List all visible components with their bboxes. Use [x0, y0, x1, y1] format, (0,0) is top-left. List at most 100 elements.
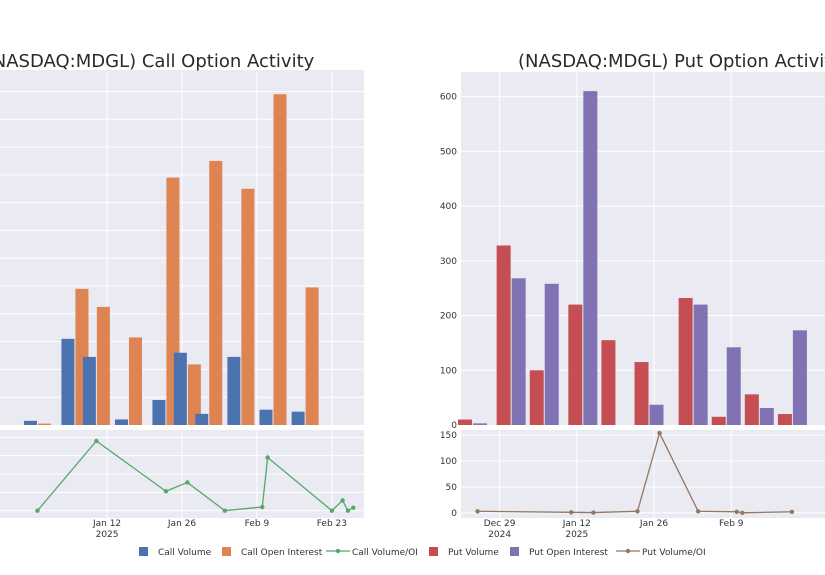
call-volume-bar: [227, 356, 241, 425]
call-x-ticks: Jan 12 2025 Jan 26 Feb 9 Feb 23: [92, 519, 347, 540]
put-line-y-tick-label: 50: [446, 483, 458, 493]
put-y-tick-label: 300: [440, 257, 457, 267]
put-open-interest-bar: [726, 347, 741, 425]
call-volume-oi-line: [35, 438, 356, 513]
call-volume-oi-point: [185, 480, 190, 485]
legend-label: Put Volume/OI: [642, 548, 706, 558]
call-open-interest-bar: [187, 364, 201, 425]
call-volume-bar: [259, 409, 273, 425]
call-volume-oi-point: [35, 508, 40, 513]
call-chart: Jan 12 2025 Jan 26 Feb 9 Feb 23 (NASDAQ:MDGL…: [0, 51, 364, 540]
call-open-interest-bar: [209, 160, 223, 425]
put-bars: [458, 91, 807, 426]
call-volume-bar: [173, 352, 187, 425]
call-open-interest-bar: [37, 423, 51, 425]
put-open-interest-bar: [792, 330, 807, 425]
put-open-interest-bar: [473, 423, 488, 425]
put-open-interest-bar: [759, 408, 774, 425]
put-y-tick-label: 100: [440, 366, 457, 376]
put-volume-bar: [568, 304, 583, 425]
put-volume-bar: [529, 370, 544, 425]
put-volume-oi-point: [475, 509, 480, 514]
put-open-interest-bar: [544, 283, 559, 425]
put-x-tick-label: Jan 26: [639, 519, 668, 529]
put-bar-y-ticks: 0 100 200 300 400 500 600: [440, 93, 457, 431]
put-chart: 0 100 200 300 400 500 600 0 50 100 150 Dec 29 2024…: [440, 51, 825, 540]
call-volume-oi-point: [329, 508, 335, 513]
call-volume-bar: [61, 338, 75, 425]
put-line-y-tick-label: 0: [451, 509, 457, 519]
put-line-y-tick-label: 150: [440, 431, 457, 441]
put-x-tick-label: Dec 29 2024: [484, 519, 516, 540]
call-volume-bar: [291, 411, 305, 425]
call-open-interest-bar: [241, 188, 255, 425]
put-chart-title: (NASDAQ:MDGL) Put Option Activity: [518, 51, 825, 72]
call-x-tick-label: Feb 9: [245, 519, 270, 529]
legend-marker: [625, 548, 631, 554]
put-y-tick-label: 500: [440, 147, 457, 157]
put-volume-bar: [496, 245, 511, 425]
legend-label: Call Volume: [158, 548, 212, 558]
legend-swatch: [222, 547, 231, 556]
legend-marker: [335, 548, 341, 554]
put-x-tick-label: Feb 9: [719, 519, 744, 529]
call-volume-bar: [23, 420, 37, 425]
put-volume-bar: [678, 298, 693, 425]
legend: Call Volume Call Open Interest Call Volume…: [139, 547, 706, 558]
put-volume-oi-point: [789, 509, 795, 514]
call-open-interest-bar: [305, 287, 319, 425]
put-y-tick-label: 400: [440, 202, 457, 212]
put-volume-oi-point: [591, 510, 596, 515]
legend-swatch: [510, 547, 519, 556]
put-volume-bar: [634, 362, 649, 425]
call-volume-oi-point: [265, 455, 270, 460]
legend-label: Call Open Interest: [241, 548, 323, 558]
put-volume-oi-point: [635, 509, 640, 514]
call-volume-bar: [114, 419, 128, 425]
call-x-tick-label: Jan 26: [167, 519, 196, 529]
put-volume-bar: [777, 414, 792, 425]
call-volume-oi-point: [163, 489, 169, 494]
call-line-gridlines: [0, 430, 364, 518]
call-open-interest-bar: [128, 337, 142, 425]
put-volume-bar: [601, 340, 616, 425]
call-volume-oi-point: [222, 508, 228, 513]
put-volume-oi-line: [475, 430, 795, 516]
put-line-y-tick-label: 100: [440, 457, 457, 467]
put-volume-oi-point: [569, 510, 574, 515]
call-volume-bar: [82, 356, 96, 425]
put-y-tick-label: 600: [440, 93, 457, 103]
put-y-tick-label: 0: [451, 421, 457, 431]
call-bar-gridlines: [0, 72, 364, 425]
put-open-interest-bar: [693, 304, 708, 425]
put-open-interest-bar: [649, 404, 664, 425]
call-x-tick-label: Jan 12 2025: [92, 519, 121, 540]
put-y-tick-label: 200: [440, 312, 457, 322]
put-volume-oi-point: [734, 509, 739, 514]
legend-swatch: [429, 547, 438, 556]
put-volume-bar: [711, 416, 726, 425]
put-volume-oi-point: [657, 430, 662, 436]
put-line-y-ticks: 0 50 100 150: [440, 431, 457, 519]
put-volume-oi-point: [740, 510, 745, 516]
call-chart-title: (NASDAQ:MDGL) Call Option Activity: [0, 51, 315, 72]
legend-label: Put Volume: [448, 548, 499, 558]
call-volume-oi-point: [345, 508, 351, 513]
call-volume-oi-point: [340, 498, 345, 503]
call-bars: [23, 94, 319, 426]
put-volume-bar: [458, 419, 473, 425]
call-volume-bar: [195, 413, 209, 425]
call-x-tick-label: Feb 23: [317, 519, 347, 529]
put-x-ticks: Dec 29 2024 Jan 12 2025 Jan 26 Feb 9: [484, 519, 744, 540]
call-open-interest-bar: [96, 306, 110, 425]
legend-label: Call Volume/OI: [352, 548, 418, 558]
call-open-interest-bar: [273, 94, 287, 426]
put-x-tick-label: Jan 12 2025: [562, 519, 591, 540]
put-volume-bar: [744, 394, 759, 425]
put-line-plot-area: [461, 430, 825, 518]
call-volume-oi-point: [94, 438, 99, 444]
put-open-interest-bar: [583, 91, 598, 426]
call-volume-bar: [152, 399, 166, 425]
call-volume-oi-point: [351, 505, 356, 510]
